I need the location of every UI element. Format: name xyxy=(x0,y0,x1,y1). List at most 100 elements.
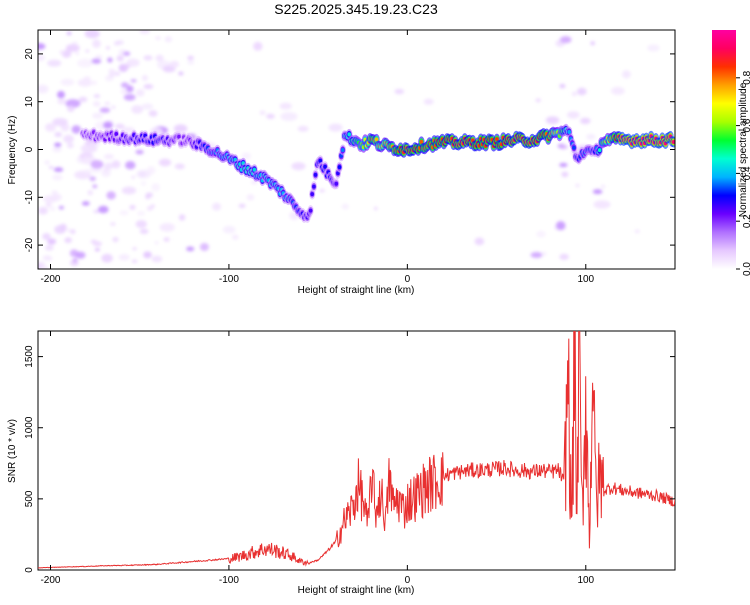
x-tick-label: -200 xyxy=(40,575,60,586)
heatmap-cell xyxy=(154,241,159,245)
heatmap-cell xyxy=(121,186,137,195)
heatmap-cell xyxy=(59,50,65,55)
heatmap-cell xyxy=(334,181,339,186)
heatmap-cell xyxy=(341,148,345,152)
heatmap-cell xyxy=(75,51,80,56)
heatmap-cell xyxy=(319,189,325,193)
heatmap-cell xyxy=(318,158,323,163)
heatmap-cell xyxy=(123,94,136,101)
y-tick-label: 0 xyxy=(24,567,35,573)
spectrogram-y-ticks: -20 -10 0 10 20 xyxy=(24,48,675,252)
heatmap-cell xyxy=(280,112,298,121)
figure-title: S225.2025.345.19.23.C23 xyxy=(274,1,438,17)
colorbar: 0.0 0.2 0.4 0.6 0.8 Normalized spectral ampl… xyxy=(712,30,750,276)
heatmap-cell xyxy=(111,105,116,109)
heatmap-cell xyxy=(48,166,54,169)
heatmap-cell xyxy=(52,146,62,153)
x-tick-label: 0 xyxy=(405,575,411,586)
heatmap-cell xyxy=(178,71,184,76)
heatmap-cell xyxy=(313,172,318,177)
heatmap-cell xyxy=(44,244,54,251)
heatmap-cell xyxy=(555,221,566,230)
heatmap-cell xyxy=(158,158,172,167)
heatmap-cell xyxy=(77,78,93,87)
heatmap-cell xyxy=(113,41,120,46)
heatmap-cell xyxy=(252,167,257,172)
heatmap-cell xyxy=(634,229,640,234)
heatmap-cell xyxy=(423,98,434,105)
heatmap-cell xyxy=(141,103,154,110)
heatmap-cell xyxy=(259,110,266,116)
y-tick-label: 1000 xyxy=(24,416,35,439)
heatmap-cell xyxy=(567,130,571,134)
heatmap-cell xyxy=(310,192,315,197)
heatmap-cell xyxy=(308,208,313,213)
heatmap-cell xyxy=(38,206,48,215)
heatmap-cell xyxy=(45,123,56,132)
heatmap-cell xyxy=(241,152,251,160)
heatmap-cell xyxy=(131,105,144,114)
heatmap-cell xyxy=(266,113,275,119)
heatmap-cell xyxy=(593,200,611,209)
heatmap-cell xyxy=(93,101,101,107)
heatmap-cell xyxy=(116,55,124,62)
spectrogram-x-label: Height of straight line (km) xyxy=(298,285,415,296)
heatmap-cell xyxy=(92,184,98,189)
heatmap-cell xyxy=(145,192,154,198)
heatmap-cell xyxy=(495,137,499,142)
x-tick-label: 100 xyxy=(577,274,594,285)
heatmap-cell xyxy=(474,237,485,246)
heatmap-cell xyxy=(347,132,352,137)
heatmap-cell xyxy=(112,236,119,243)
heatmap-cell xyxy=(42,255,52,260)
heatmap-cell xyxy=(150,204,155,208)
snr-y-ticks: 0 500 1000 1500 xyxy=(24,345,675,573)
y-tick-label: 10 xyxy=(24,96,35,108)
heatmap-cell xyxy=(123,51,131,56)
heatmap-cell xyxy=(57,90,65,99)
heatmap-cell xyxy=(671,140,675,144)
heatmap-cell xyxy=(38,261,46,269)
snr-x-label: Height of straight line (km) xyxy=(298,585,415,596)
colorbar-tick-label: 0.2 xyxy=(742,214,750,228)
heatmap-cell xyxy=(101,168,111,177)
heatmap-cell xyxy=(114,132,119,136)
heatmap-cell xyxy=(71,125,82,134)
heatmap-cell xyxy=(164,36,173,43)
heatmap-cell xyxy=(590,41,595,46)
heatmap-cell xyxy=(90,80,98,85)
y-tick-label: 20 xyxy=(24,48,35,60)
heatmap-cell xyxy=(126,85,134,93)
heatmap-cell xyxy=(99,107,111,113)
heatmap-cell xyxy=(107,57,113,63)
heatmap-cell xyxy=(95,55,103,60)
heatmap-cell xyxy=(93,94,101,98)
heatmap-ridge xyxy=(79,123,675,223)
heatmap-cell xyxy=(60,78,75,86)
heatmap-cell xyxy=(54,225,66,234)
heatmap-cell xyxy=(137,211,146,216)
heatmap-cell xyxy=(71,41,78,45)
heatmap-cell xyxy=(559,144,568,150)
heatmap-cell xyxy=(173,124,188,133)
heatmap-cell xyxy=(297,125,309,132)
heatmap-cell xyxy=(49,206,56,212)
heatmap-cell xyxy=(38,54,45,62)
heatmap-cell xyxy=(155,36,161,40)
heatmap-cell xyxy=(151,183,160,192)
heatmap-cell xyxy=(571,91,577,97)
heatmap-cell xyxy=(70,229,76,235)
x-tick-label: -100 xyxy=(219,575,239,586)
heatmap-cell xyxy=(80,144,98,153)
heatmap-cell xyxy=(63,134,74,143)
heatmap-cell xyxy=(132,247,137,251)
heatmap-cell xyxy=(143,55,153,61)
heatmap-cell xyxy=(101,253,113,263)
y-tick-label: 500 xyxy=(24,490,35,507)
heatmap-cell xyxy=(222,225,236,234)
heatmap-cell xyxy=(77,58,93,68)
y-tick-label: -10 xyxy=(24,190,35,205)
heatmap-cell xyxy=(394,88,405,95)
heatmap-cell xyxy=(163,237,170,242)
colorbar-gradient xyxy=(712,30,736,269)
